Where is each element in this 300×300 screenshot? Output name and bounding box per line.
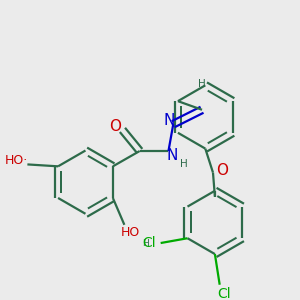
Text: Cl: Cl bbox=[142, 236, 156, 250]
Text: HO: HO bbox=[121, 226, 140, 239]
Text: O: O bbox=[217, 163, 229, 178]
Text: O: O bbox=[109, 118, 121, 134]
Text: H: H bbox=[142, 239, 149, 248]
Text: H: H bbox=[180, 159, 188, 170]
Text: Cl: Cl bbox=[218, 287, 231, 300]
Text: HO·: HO· bbox=[4, 154, 28, 167]
Text: N: N bbox=[167, 148, 178, 163]
Text: H: H bbox=[198, 79, 206, 89]
Text: N: N bbox=[164, 113, 175, 128]
